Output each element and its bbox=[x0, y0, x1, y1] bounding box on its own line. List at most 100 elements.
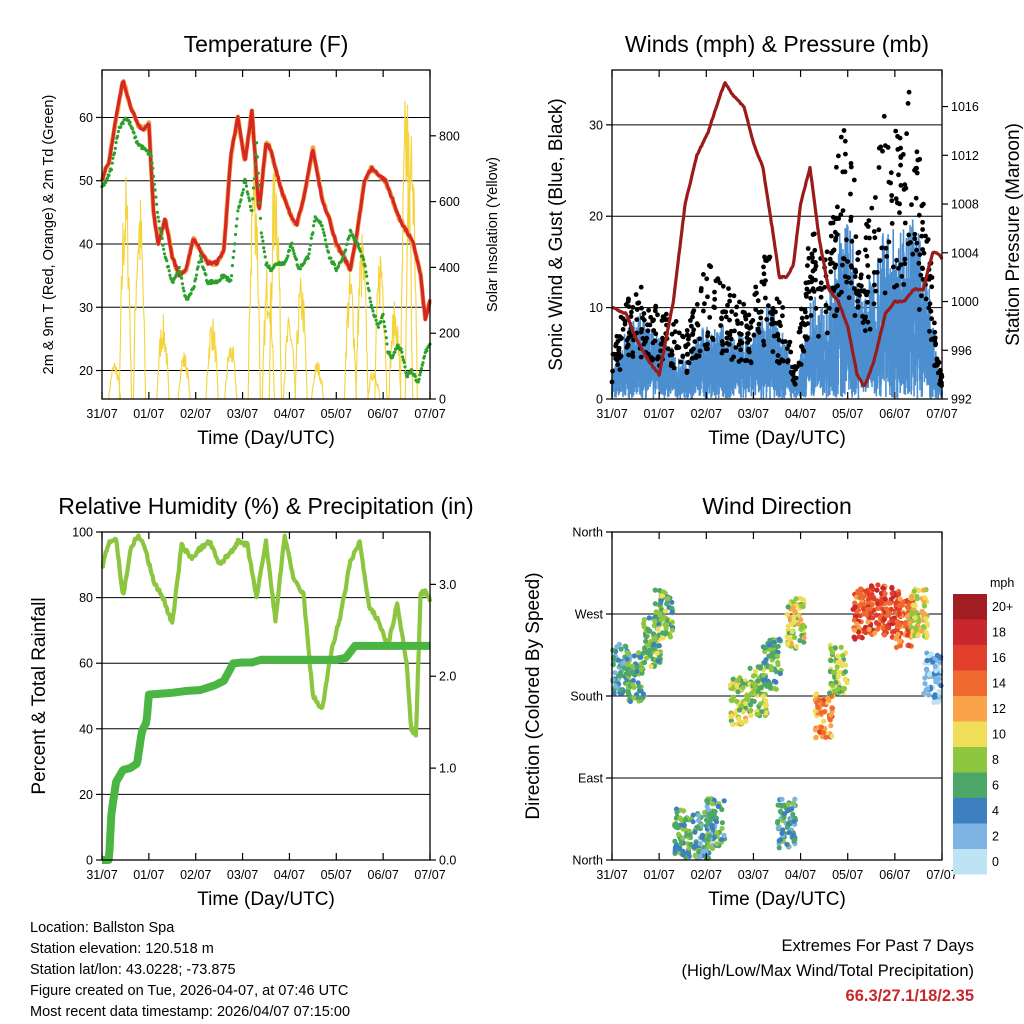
p2-gust-point bbox=[865, 299, 870, 305]
p4-direction-point bbox=[762, 681, 768, 687]
p4-direction-point bbox=[906, 628, 912, 634]
p2-gust-point bbox=[624, 337, 630, 343]
p1-dewpoint-point bbox=[151, 166, 155, 170]
p1-dewpoint-point bbox=[254, 153, 258, 157]
p2-gust-point bbox=[727, 292, 733, 298]
p2-gust-point bbox=[933, 341, 938, 346]
p1-dewpoint-point bbox=[291, 246, 295, 250]
p1-y2label: Solar Insolation (Yellow) bbox=[485, 157, 501, 312]
p2-gust-point bbox=[759, 279, 765, 285]
p2-gust-point bbox=[753, 284, 759, 290]
p1-xtick-label: 02/07 bbox=[180, 407, 211, 421]
p4-direction-point bbox=[855, 629, 862, 635]
p4-direction-point bbox=[782, 811, 788, 817]
p1-dewpoint-point bbox=[379, 320, 383, 324]
p1-xtick-label: 05/07 bbox=[321, 407, 352, 421]
p4-direction-point bbox=[728, 697, 734, 703]
p1-dewpoint-point bbox=[393, 350, 397, 354]
p2-gust-point bbox=[857, 292, 862, 298]
p4-direction-point bbox=[763, 710, 769, 716]
p4-direction-point bbox=[750, 673, 757, 679]
p4-direction-point bbox=[934, 652, 941, 659]
p2-gust-point bbox=[732, 328, 737, 334]
p4-direction-point bbox=[751, 698, 757, 704]
p2-gust-point bbox=[877, 258, 883, 263]
p4-direction-point bbox=[793, 596, 799, 602]
p2-gust-point bbox=[731, 293, 737, 299]
p1-ytick-label: 60 bbox=[79, 111, 93, 125]
p2-y2tick-label: 992 bbox=[951, 393, 972, 407]
p2-gust-point bbox=[898, 162, 903, 168]
p4-direction-point bbox=[669, 599, 675, 605]
p1-dewpoint-point bbox=[341, 254, 345, 259]
p4-direction-point bbox=[704, 837, 711, 843]
p1-dewpoint-point bbox=[325, 245, 329, 249]
p1-ytick-label: 40 bbox=[79, 237, 93, 251]
p4-direction-point bbox=[714, 841, 720, 847]
p4-direction-point bbox=[747, 665, 753, 671]
p2-gust-point bbox=[806, 255, 812, 261]
p2-gust-point bbox=[705, 294, 710, 300]
p4-direction-point bbox=[779, 803, 785, 809]
p2-gust-point bbox=[880, 148, 885, 154]
p4-direction-point bbox=[835, 653, 841, 659]
p4-direction-point bbox=[634, 668, 640, 675]
p4-direction-point bbox=[823, 734, 829, 740]
p2-gust-point bbox=[901, 282, 907, 287]
p2-gust-point bbox=[934, 356, 940, 362]
p2-gust-point bbox=[719, 350, 725, 356]
p2-gust-point bbox=[884, 254, 890, 259]
p4-direction-point bbox=[646, 628, 652, 634]
p2-gust-point bbox=[914, 247, 919, 253]
p1-dewpoint-point bbox=[236, 209, 240, 213]
p4-direction-point bbox=[890, 629, 896, 635]
p4-direction-point bbox=[817, 729, 823, 735]
p2-gust-point bbox=[830, 248, 836, 254]
p4-direction-point bbox=[610, 647, 616, 653]
p1-dewpoint-point bbox=[367, 289, 371, 293]
p2-gust-point bbox=[655, 355, 661, 361]
p2-gust-point bbox=[828, 233, 834, 239]
p4-direction-point bbox=[767, 642, 773, 648]
p4-direction-point bbox=[779, 830, 785, 836]
p1-dewpoint-point bbox=[128, 120, 132, 124]
p2-gust-point bbox=[920, 227, 925, 232]
p4-direction-point bbox=[730, 676, 736, 682]
p4-direction-point bbox=[777, 808, 784, 815]
p1-xtick-label: 04/07 bbox=[274, 407, 305, 421]
p2-gust-point bbox=[840, 208, 846, 214]
p3-xtick-label: 04/07 bbox=[274, 868, 305, 882]
p4-direction-point bbox=[840, 653, 846, 659]
p2-gust-point bbox=[828, 269, 834, 275]
p1-dewpoint-point bbox=[374, 318, 378, 322]
p4-direction-point bbox=[882, 596, 888, 602]
p4-direction-point bbox=[785, 604, 791, 610]
colorbar-swatch bbox=[953, 772, 987, 798]
p4-direction-point bbox=[734, 683, 740, 689]
p1-dewpoint-point bbox=[132, 131, 136, 135]
p4-direction-point bbox=[629, 663, 636, 669]
p4-direction-point bbox=[757, 665, 763, 671]
p4-direction-point bbox=[610, 676, 616, 683]
p2-gust-point bbox=[721, 309, 727, 315]
p2-gust-point bbox=[776, 300, 782, 305]
p4-direction-point bbox=[840, 686, 846, 692]
p1-dewpoint-point bbox=[381, 312, 385, 316]
p1-dewpoint-point bbox=[255, 155, 259, 159]
p1-dewpoint-point bbox=[167, 269, 171, 273]
p2-gust-point bbox=[770, 321, 776, 327]
p1-dewpoint-point bbox=[370, 306, 374, 310]
p1-dewpoint-point bbox=[153, 188, 157, 192]
p2-gust-point bbox=[712, 289, 717, 295]
p2-gust-point bbox=[770, 306, 776, 311]
p4-direction-point bbox=[644, 655, 650, 661]
p2-gust-point bbox=[676, 330, 682, 336]
p1-dewpoint-point bbox=[200, 259, 204, 263]
p2-y2tick-label: 1012 bbox=[951, 149, 979, 163]
p4-direction-point bbox=[760, 672, 767, 678]
p4-direction-point bbox=[893, 644, 900, 651]
p2-gust-point bbox=[780, 305, 786, 310]
p2-gust-point bbox=[825, 330, 830, 336]
p4-direction-point bbox=[937, 659, 943, 665]
p4-direction-point bbox=[663, 630, 669, 636]
